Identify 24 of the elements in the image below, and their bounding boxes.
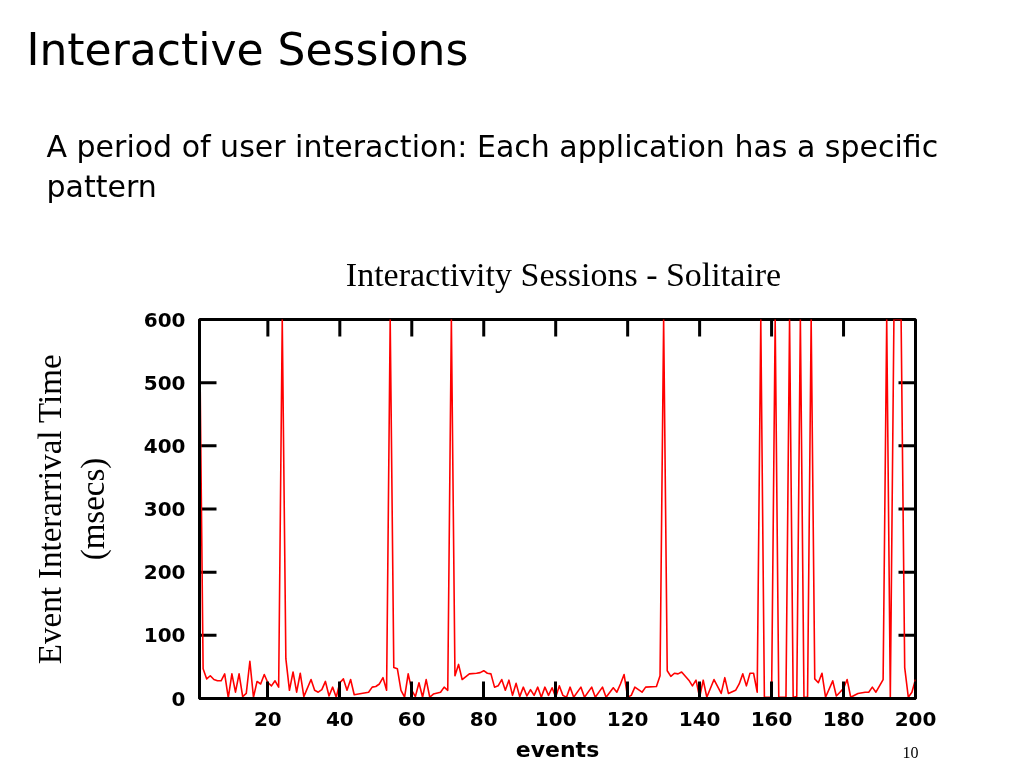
chart-title: Interactive Sessions	[26, 24, 469, 76]
y-tick-label: 400	[143, 433, 186, 458]
x-tick-label: 180	[822, 706, 865, 731]
x-tick-label: 160	[750, 706, 793, 731]
y-tick-label: 600	[143, 307, 186, 332]
line-series	[199, 319, 916, 699]
x-tick-label: 100	[534, 706, 577, 731]
x-tick-label: 20	[253, 706, 282, 731]
x-tick-label: 60	[397, 706, 426, 731]
y-tick-label: 300	[143, 497, 186, 521]
x-tick-label: 80	[469, 706, 498, 731]
x-tick-label: 200	[894, 706, 937, 731]
text: 10	[902, 744, 919, 761]
y-tick-label: 500	[143, 370, 186, 395]
x-tick-label: 40	[325, 706, 354, 731]
x-tick-label: 120	[606, 706, 649, 731]
y-tick-label: 200	[143, 560, 186, 585]
x-axis-title: events	[515, 736, 600, 762]
y-tick-label: 0	[171, 686, 186, 711]
text: Interactivity Sessions - Solitaire	[345, 256, 782, 293]
chart-subtitle: A period of user interaction: Each application has a specific pattern	[46, 128, 939, 204]
y-axis-title: Event Interarrival Time (msecs)	[31, 354, 112, 665]
y-tick-label: 100	[143, 623, 186, 648]
x-tick-label: 140	[678, 706, 721, 731]
